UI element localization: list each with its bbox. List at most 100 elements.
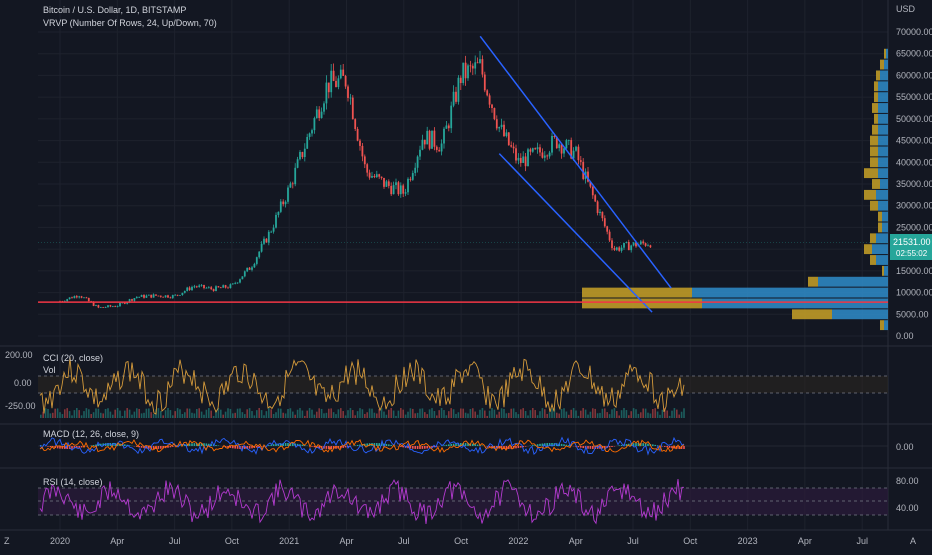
volume-bar — [234, 413, 236, 418]
vp-down-bar — [582, 299, 702, 309]
volume-bar — [362, 409, 364, 418]
currency-label: USD — [896, 4, 916, 14]
volume-bar — [160, 411, 162, 418]
volume-bar — [671, 411, 673, 418]
macd-histogram-bar — [237, 446, 239, 449]
volume-bar — [239, 408, 241, 418]
candle-body — [503, 125, 505, 136]
candle-body — [318, 109, 320, 118]
volume-bar — [273, 414, 275, 418]
vrvp-legend[interactable]: VRVP (Number Of Rows, 24, Up/Down, 70) — [43, 18, 217, 28]
volume-bar — [184, 412, 186, 418]
volume-bar — [268, 408, 270, 418]
price-tick-label: 50000.00 — [896, 114, 932, 124]
candle-body — [208, 287, 210, 288]
current-price-tag: 21531.00 02:55:02 — [890, 234, 932, 260]
volume-bar — [575, 410, 577, 418]
candle-body — [602, 212, 604, 218]
volume-bar — [102, 413, 104, 418]
candle-body — [539, 147, 541, 152]
candle-body — [395, 182, 397, 185]
candle-body — [477, 62, 479, 63]
volume-bar — [100, 413, 102, 418]
macd-histogram-bar — [642, 443, 644, 446]
candle-body — [105, 307, 107, 308]
volume-bar — [323, 413, 325, 418]
symbol-title[interactable]: Bitcoin / U.S. Dollar, 1D, BITSTAMP — [43, 5, 186, 15]
macd-histogram-bar — [81, 446, 83, 447]
candle-body — [647, 245, 649, 246]
candle-body — [328, 83, 330, 93]
macd-legend[interactable]: MACD (12, 26, close, 9) — [43, 429, 139, 439]
auto-scale-toggle[interactable]: A — [910, 536, 916, 546]
volume-bar — [290, 408, 292, 418]
volume-bar — [203, 415, 205, 418]
volume-bar — [441, 408, 443, 418]
volume-bar — [474, 412, 476, 418]
volume-bar — [585, 410, 587, 418]
time-tick-label: Oct — [683, 536, 698, 546]
candle-body — [400, 185, 402, 194]
candle-body — [69, 297, 71, 299]
volume-bar — [182, 414, 184, 418]
volume-bar — [635, 409, 637, 418]
volume-bar — [258, 408, 260, 418]
volume-bar — [426, 414, 428, 418]
candle-body — [501, 125, 503, 127]
volume-bar — [410, 408, 412, 418]
cci-legend[interactable]: CCI (20, close) — [43, 353, 103, 363]
macd-histogram-bar — [652, 444, 654, 446]
candle-body — [146, 296, 148, 298]
candle-body — [196, 286, 198, 287]
volume-bar — [386, 415, 388, 418]
candle-body — [285, 202, 287, 204]
candle-body — [566, 140, 568, 148]
volume-bar — [251, 411, 253, 418]
cci-tick-label: -250.00 — [5, 401, 36, 411]
candle-body — [443, 129, 445, 144]
vp-up-bar — [702, 299, 888, 309]
macd-histogram-bar — [357, 445, 359, 446]
macd-histogram-bar — [256, 446, 258, 448]
volume-bar — [573, 408, 575, 418]
candle-body — [386, 181, 388, 186]
candle-body — [630, 245, 632, 250]
vp-up-bar — [882, 223, 888, 233]
volume-bar — [602, 409, 604, 418]
macd-histogram-bar — [138, 446, 140, 447]
volume-bar — [578, 416, 580, 418]
candle-body — [326, 83, 328, 104]
macd-histogram-bar — [671, 446, 673, 448]
price-tick-label: 45000.00 — [896, 136, 932, 146]
vp-down-bar — [864, 168, 878, 178]
volume-bar — [165, 410, 167, 418]
vp-down-bar — [874, 92, 878, 102]
candle-body — [530, 149, 532, 151]
candle-body — [383, 178, 385, 187]
candle-body — [621, 248, 623, 251]
candle-body — [645, 243, 647, 246]
candle-body — [558, 144, 560, 148]
volume-bar — [124, 411, 126, 418]
volume-bar — [45, 408, 47, 418]
volume-bar — [407, 412, 409, 418]
candle-body — [438, 150, 440, 152]
candle-body — [549, 153, 551, 157]
candle-body — [390, 186, 392, 194]
candle-body — [532, 148, 534, 152]
volume-bar — [462, 409, 464, 418]
candle-body — [484, 75, 486, 91]
vol-legend[interactable]: Vol — [43, 365, 56, 375]
macd-histogram-bar — [525, 446, 527, 447]
volume-bar — [177, 408, 179, 418]
zoom-toggle[interactable]: Z — [4, 536, 10, 546]
candle-body — [522, 156, 524, 163]
rsi-legend[interactable]: RSI (14, close) — [43, 477, 103, 487]
candle-body — [174, 295, 176, 296]
volume-bar — [662, 410, 664, 418]
candle-body — [71, 297, 73, 298]
candle-body — [491, 105, 493, 108]
